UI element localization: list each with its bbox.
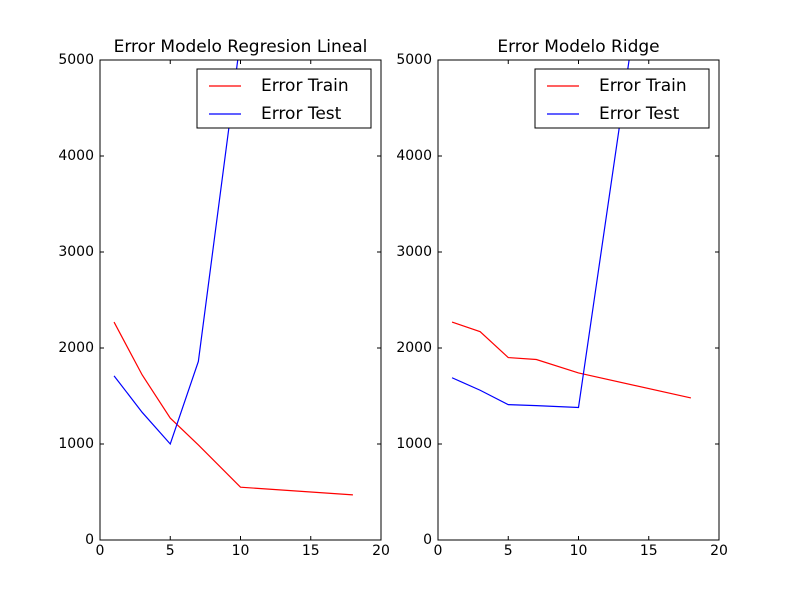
y-tick-label: 2000 <box>58 340 94 356</box>
x-tick-label: 15 <box>302 543 320 559</box>
x-tick-label: 5 <box>166 543 175 559</box>
x-tick-label: 0 <box>96 543 105 559</box>
chart-title: Error Modelo Regresion Lineal <box>114 37 368 57</box>
x-tick-label: 15 <box>640 543 658 559</box>
axes-bg <box>100 60 381 540</box>
y-tick-label: 0 <box>85 532 94 548</box>
legend-label: Error Test <box>599 104 680 124</box>
y-tick-label: 3000 <box>396 244 432 260</box>
chart-title: Error Modelo Ridge <box>497 37 659 57</box>
x-tick-label: 20 <box>710 543 728 559</box>
y-tick-label: 3000 <box>58 244 94 260</box>
legend-label: Error Train <box>261 76 349 96</box>
y-tick-label: 4000 <box>396 148 432 164</box>
data-line <box>113 60 239 446</box>
y-tick-label: 5000 <box>396 52 432 68</box>
y-tick-label: 5000 <box>58 52 94 68</box>
x-tick-label: 20 <box>372 543 390 559</box>
y-tick-label: 2000 <box>396 340 432 356</box>
y-tick-label: 4000 <box>58 148 94 164</box>
axes-bg <box>438 60 719 540</box>
data-line <box>113 321 353 496</box>
plot-area <box>451 60 692 409</box>
data-line <box>451 321 692 399</box>
x-tick-label: 10 <box>232 543 250 559</box>
legend-label: Error Train <box>599 76 687 96</box>
plot-area <box>113 60 353 496</box>
legend-label: Error Test <box>261 104 342 124</box>
legend-box <box>196 68 372 129</box>
x-tick-label: 5 <box>504 543 513 559</box>
x-tick-label: 10 <box>570 543 588 559</box>
y-tick-label: 1000 <box>58 436 94 452</box>
legend-box <box>534 68 710 129</box>
x-tick-label: 0 <box>434 543 443 559</box>
y-tick-label: 1000 <box>396 436 432 452</box>
data-line <box>451 60 630 409</box>
y-tick-label: 0 <box>423 532 432 548</box>
